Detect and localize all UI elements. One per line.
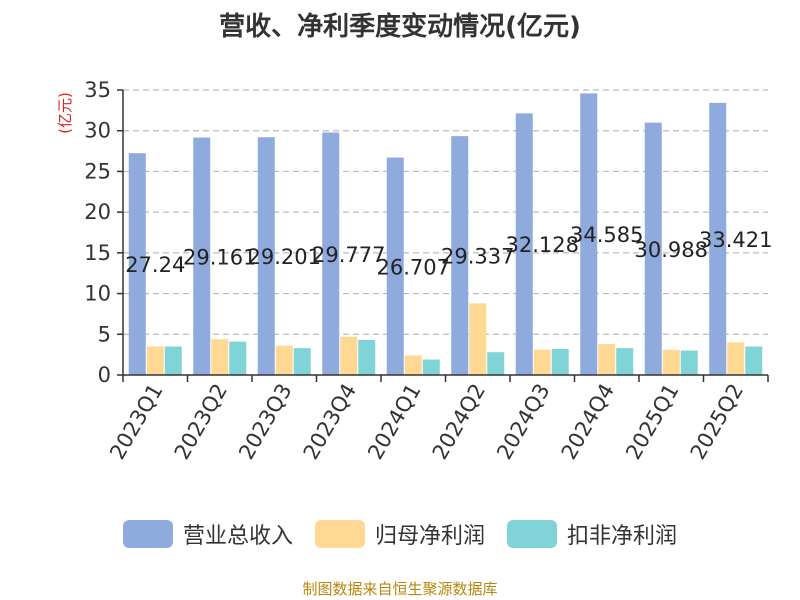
legend-label-revenue: 营业总收入 [182,524,293,549]
bar-revenue [451,136,469,375]
data-label: 29.161 [183,245,256,269]
data-label: 29.337 [441,245,514,269]
bar-deducted-profit [680,350,698,375]
x-tick-label: 2024Q1 [363,380,425,464]
data-label: 34.585 [570,223,643,247]
bar-deducted-profit [422,359,440,375]
bar-revenue [709,102,727,375]
bar-net-profit [275,345,293,375]
legend-label-deducted-profit: 扣非净利润 [567,524,678,549]
bar-net-profit [469,303,487,375]
bar-deducted-profit [229,341,247,375]
bar-revenue [193,137,211,375]
bar-deducted-profit [745,346,763,375]
y-tick-label: 5 [98,322,111,346]
bar-revenue [580,93,598,376]
bar-revenue [386,157,404,375]
y-tick-label: 15 [84,241,111,265]
bar-net-profit [146,346,164,375]
data-label: 33.421 [699,228,772,252]
bar-deducted-profit [551,348,569,375]
x-tick-label: 2023Q3 [234,380,296,464]
bar-revenue [128,153,146,375]
legend-item-revenue[interactable]: 营业总收入 [122,518,293,550]
legend-item-net-profit[interactable]: 归母净利润 [314,518,485,550]
data-label: 30.988 [635,238,708,262]
bar-deducted-profit [358,339,376,375]
data-label: 32.128 [506,233,579,257]
bar-revenue [515,113,533,375]
bar-net-profit [340,336,358,375]
x-tick-label: 2025Q2 [686,380,748,464]
bar-net-profit [727,342,745,375]
x-tick-label: 2023Q4 [299,380,361,464]
legend-swatch-net-profit [314,520,365,548]
x-tick-label: 2024Q4 [557,380,619,464]
bar-net-profit [404,355,422,375]
x-tick-label: 2023Q1 [105,380,167,464]
bar-revenue [257,137,275,375]
y-tick-label: 20 [84,200,111,224]
bar-deducted-profit [616,348,634,375]
data-label: 26.707 [377,255,450,279]
y-tick-label: 30 [84,119,111,143]
legend-swatch-revenue [122,520,173,548]
y-axis-label: (亿元) [56,92,74,134]
bar-net-profit [662,349,680,375]
bar-deducted-profit [164,346,182,375]
bar-deducted-profit [487,352,505,375]
bar-net-profit [533,349,551,375]
bar-deducted-profit [293,348,311,375]
bar-chart: 0 5 10 15 20 25 30 35 (亿元) 2023Q1 2023Q2 2023Q3 2023… [56,78,772,464]
y-tick-label: 10 [84,282,111,306]
x-tick-label: 2023Q2 [170,380,232,464]
legend-swatch-deducted-profit [507,520,557,548]
x-tick-label: 2025Q1 [621,380,683,464]
bar-net-profit [211,339,229,375]
legend-item-deducted-profit[interactable]: 扣非净利润 [507,518,677,550]
bar-net-profit [598,344,616,375]
data-label: 29.201 [248,245,321,269]
data-source-note: 制图数据来自恒生聚源数据库 [302,580,498,598]
legend-label-net-profit: 归母净利润 [374,524,485,549]
y-tick-label: 25 [84,159,111,183]
data-label: 29.777 [312,243,385,267]
bar-revenue [322,132,340,375]
x-tick-label: 2024Q2 [428,380,490,464]
y-tick-label: 35 [84,78,111,102]
chart-title: 营收、净利季度变动情况(亿元) [219,12,581,42]
y-tick-label: 0 [98,363,111,387]
data-label: 27.24 [125,253,185,277]
legend: 营业总收入 归母净利润 扣非净利润 [0,518,800,550]
x-tick-label: 2024Q3 [492,380,554,464]
bar-revenue [644,122,662,375]
